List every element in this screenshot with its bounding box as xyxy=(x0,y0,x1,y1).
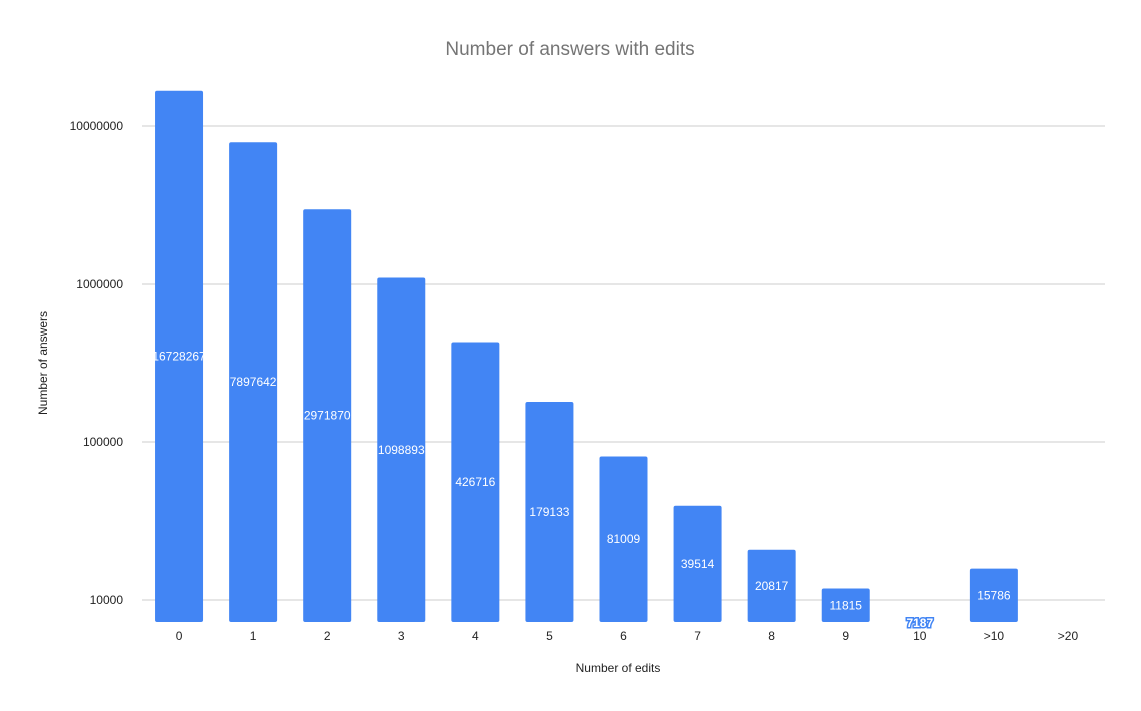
data-label: 39514 xyxy=(681,557,715,571)
bar xyxy=(969,568,1018,622)
bar xyxy=(451,342,500,622)
data-label: 11815 xyxy=(829,598,862,612)
y-tick-label: 10000 xyxy=(90,593,124,607)
x-axis-ticks: 0 1 2 3 4 5 6 7 8 9 10 >10 >20 xyxy=(176,629,1079,643)
x-tick-label: 10 xyxy=(913,629,927,643)
data-label: 1098893 xyxy=(378,443,425,457)
x-tick-label: 4 xyxy=(472,629,479,643)
x-tick-label: 6 xyxy=(620,629,627,643)
x-tick-label: 5 xyxy=(546,629,553,643)
data-label: 81009 xyxy=(607,532,641,546)
data-label: 15786 xyxy=(977,588,1011,602)
x-tick-label: >20 xyxy=(1058,629,1079,643)
bar xyxy=(525,401,574,622)
bars xyxy=(155,90,1018,622)
y-tick-label: 10000000 xyxy=(70,119,124,133)
x-tick-label: 2 xyxy=(324,629,331,643)
data-label: 7187 xyxy=(906,616,933,630)
x-tick-label: 3 xyxy=(398,629,405,643)
x-tick-label: 8 xyxy=(768,629,775,643)
bar xyxy=(673,505,722,622)
x-tick-label: 0 xyxy=(176,629,183,643)
data-label: 2971870 xyxy=(304,409,351,423)
y-axis-ticks: 10000 100000 1000000 10000000 xyxy=(70,119,124,607)
x-tick-label: >10 xyxy=(984,629,1005,643)
y-tick-label: 1000000 xyxy=(76,277,123,291)
data-label: 16728267 xyxy=(152,349,206,363)
data-label: 179133 xyxy=(529,505,569,519)
data-label: 426716 xyxy=(455,475,495,489)
chart-title: Number of answers with edits xyxy=(445,39,694,60)
x-axis-title: Number of edits xyxy=(576,661,661,675)
bar xyxy=(229,142,278,622)
bar xyxy=(377,277,426,622)
bar xyxy=(821,588,870,622)
bar xyxy=(303,209,352,622)
x-tick-label: 1 xyxy=(250,629,257,643)
data-label: 7897642 xyxy=(230,375,277,389)
bar xyxy=(599,456,648,622)
y-axis-title: Number of answers xyxy=(36,311,50,415)
data-label: 20817 xyxy=(755,579,789,593)
x-tick-label: 9 xyxy=(842,629,849,643)
bar xyxy=(747,549,796,622)
y-tick-label: 100000 xyxy=(83,435,123,449)
data-labels: 16728267 7897642 2971870 1098893 426716 17913… xyxy=(152,349,1011,631)
x-tick-label: 7 xyxy=(694,629,701,643)
bar xyxy=(155,90,204,622)
